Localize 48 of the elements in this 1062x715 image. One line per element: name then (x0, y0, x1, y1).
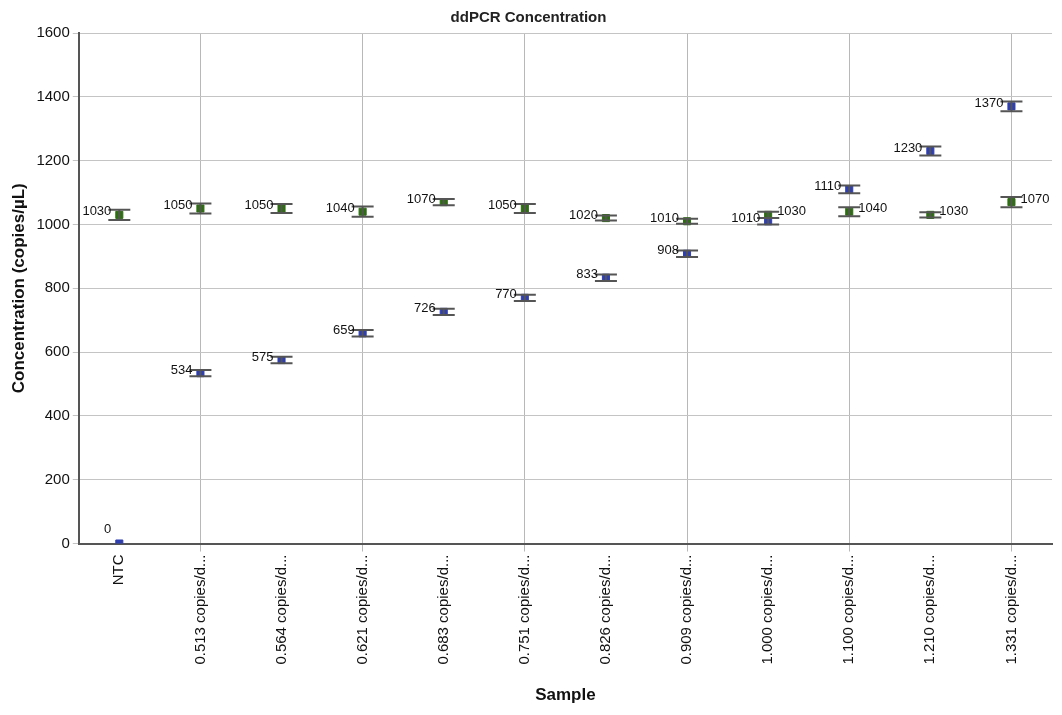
x-tick-label: 0.826 copies/d... (596, 554, 614, 665)
data-label: 1010 (650, 209, 680, 225)
x-tick-label: 0.751 copies/d... (514, 554, 532, 665)
data-label: 833 (576, 266, 598, 282)
y-tick-label: 200 (44, 469, 70, 487)
data-label: 1030 (777, 203, 807, 219)
data-label: 1370 (974, 94, 1004, 110)
data-label: 1020 (569, 206, 598, 222)
data-label: 575 (251, 348, 274, 364)
y-tick-label: 1000 (36, 214, 70, 232)
y-tick-label: 1200 (36, 150, 70, 168)
y-tick-label: 400 (44, 406, 70, 424)
x-tick-label: 0.909 copies/d... (677, 554, 695, 665)
data-label: 1050 (163, 197, 193, 213)
x-axis-title: Sample (535, 685, 596, 705)
y-tick-label: 600 (44, 342, 70, 360)
data-label: 534 (170, 361, 193, 377)
data-label: 1030 (939, 203, 969, 219)
x-tick-label: 1.000 copies/d... (758, 554, 776, 665)
data-label: 1070 (1020, 190, 1050, 206)
data-label: 1030 (82, 203, 112, 219)
chart-title: ddPCR Concentration (450, 8, 607, 26)
data-label: 1010 (731, 209, 761, 225)
data-label: 659 (332, 321, 355, 337)
data-label: 1230 (893, 139, 923, 155)
data-label: 1040 (858, 200, 888, 216)
x-tick-label: 1.210 copies/d... (920, 554, 938, 665)
x-tick-label: 1.331 copies/d... (1001, 554, 1019, 665)
y-tick-label: 1400 (36, 86, 70, 104)
x-tick-label: 0.621 copies/d... (352, 554, 370, 665)
x-tick-label: 1.100 copies/d... (839, 554, 857, 665)
data-label: 1050 (487, 197, 517, 213)
x-tick-label: 0.683 copies/d... (433, 554, 451, 665)
y-tick-label: 0 (61, 533, 70, 551)
data-label: 770 (495, 286, 517, 302)
data-label: 1070 (406, 190, 436, 206)
x-tick-label: 0.564 copies/d... (271, 554, 289, 665)
data-label: 908 (657, 242, 680, 258)
data-label: 726 (414, 300, 436, 316)
y-tick-label: 800 (44, 278, 70, 296)
x-tick-label: 0.513 copies/d... (190, 554, 208, 665)
data-label: 0 (104, 521, 112, 537)
y-tick-label: 1600 (36, 23, 70, 41)
data-label: 1040 (325, 200, 355, 216)
data-label: 1050 (244, 197, 274, 213)
data-label: 1110 (814, 177, 842, 193)
x-tick-label: NTC (109, 554, 127, 586)
y-axis-title: Concentration (copies/µL) (8, 183, 28, 394)
